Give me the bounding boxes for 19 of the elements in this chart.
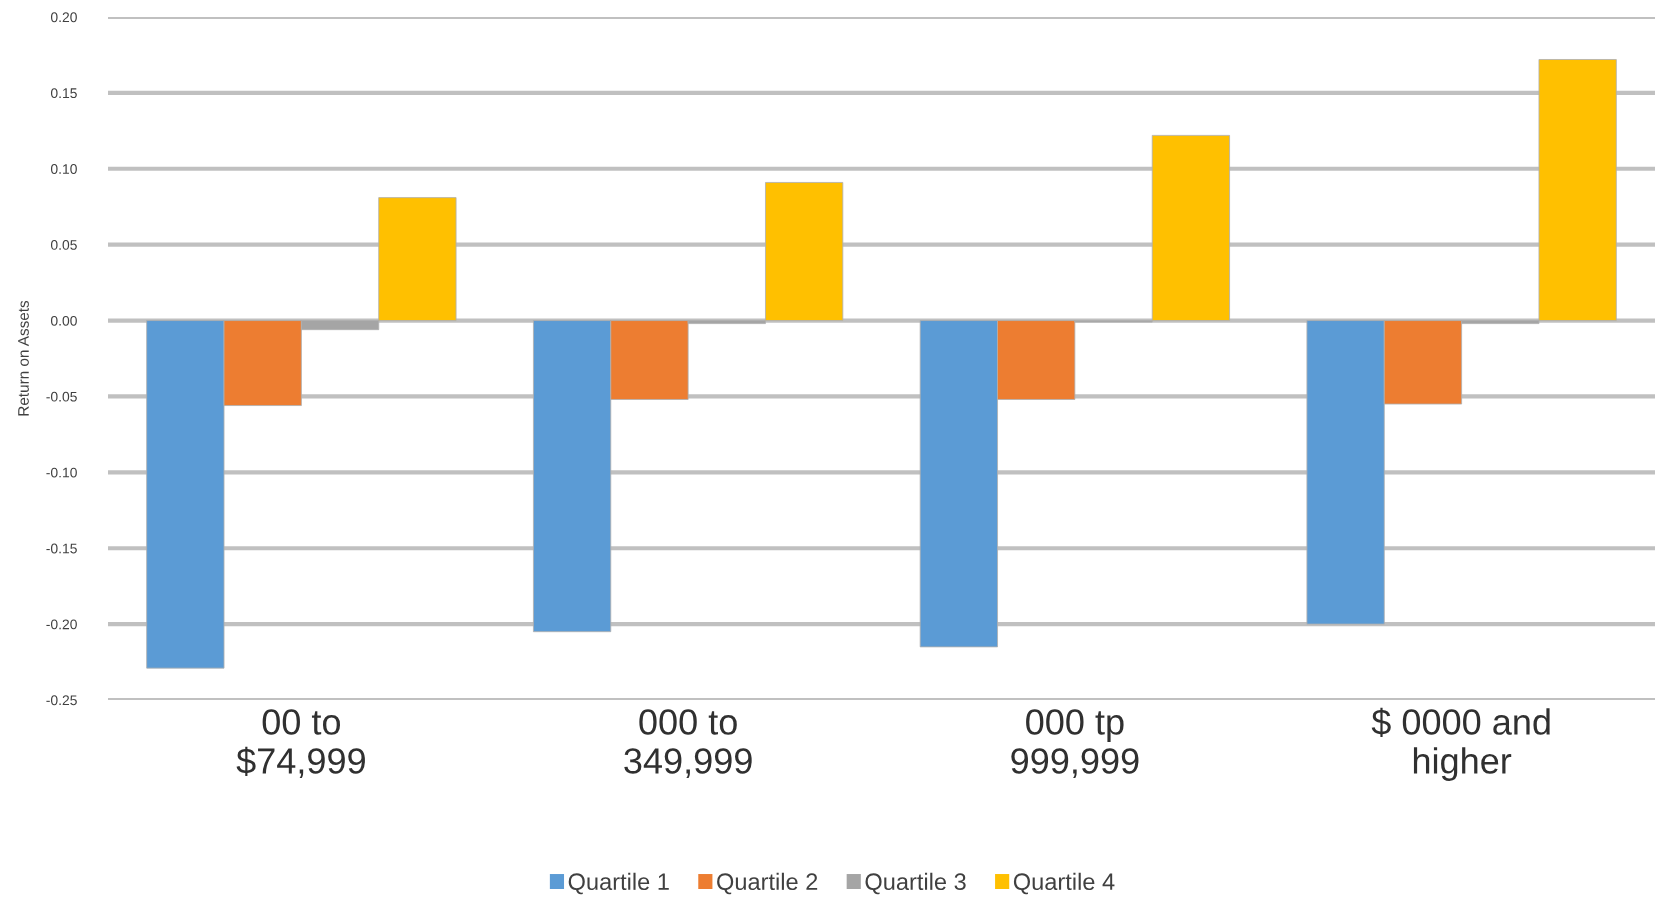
y-axis-title: Return on Assets: [18, 300, 29, 416]
y-tick-label: 0.05: [50, 240, 77, 250]
y-tick-label: -0.05: [46, 391, 77, 402]
x-tick-label: 00 to $74,999: [236, 709, 365, 779]
legend-label: Quartile 4: [1013, 872, 1115, 895]
y-tick-label: 0.15: [50, 88, 77, 99]
y-tick-label: 0.20: [50, 12, 77, 23]
legend-label: Quartile 2: [717, 872, 818, 895]
x-tick-label: $ 0000 and higher: [1371, 707, 1550, 781]
y-tick-label: -0.20: [46, 619, 77, 630]
x-tick-label: 000 to 349,999: [624, 709, 752, 779]
y-tick-label: 0.10: [50, 164, 77, 174]
legend-label: Quartile 1: [568, 872, 669, 895]
x-tick-label: 000 tp 999,999: [1011, 709, 1139, 779]
y-tick-label: -0.10: [46, 467, 77, 478]
legend-label: Quartile 3: [865, 872, 966, 895]
y-tick-label: -0.15: [46, 543, 77, 554]
y-tick-label: -0.25: [46, 695, 77, 706]
y-tick-label: 0.00: [50, 315, 77, 326]
